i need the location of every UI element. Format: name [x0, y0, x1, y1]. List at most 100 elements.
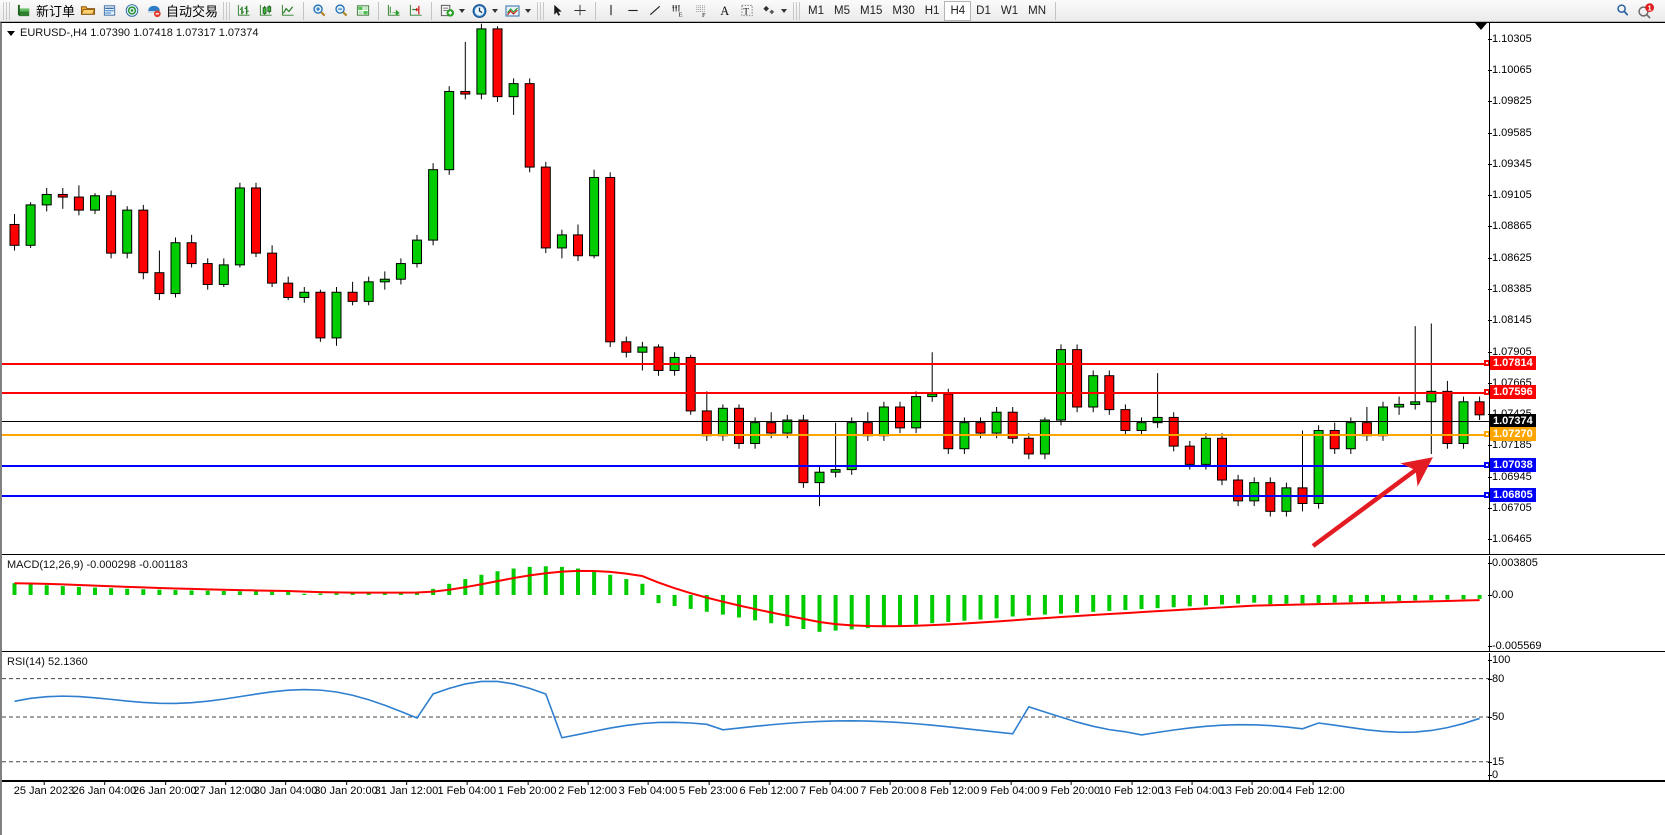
period-icon[interactable]	[469, 1, 490, 21]
folder-icon[interactable]	[78, 1, 98, 21]
hline-icon[interactable]	[623, 1, 643, 21]
level-line-segment	[2, 363, 1489, 366]
toolbar-grip-2[interactable]	[223, 1, 231, 20]
price-badge-support-2[interactable]: 1.06805	[1490, 488, 1536, 503]
timeframe-m1[interactable]: M1	[808, 4, 825, 17]
toolbar-grip[interactable]	[3, 1, 10, 20]
candle	[637, 346, 648, 353]
data-window-icon[interactable]	[100, 1, 120, 21]
zoom-in-icon[interactable]	[309, 1, 329, 21]
toolbar-grip-4[interactable]	[793, 1, 801, 20]
candle	[911, 396, 922, 429]
vline-icon[interactable]	[601, 1, 621, 21]
autoscroll-icon[interactable]	[384, 1, 404, 21]
rsi-series	[2, 678, 1490, 763]
price-badge-resistance-2[interactable]: 1.07596	[1490, 384, 1536, 399]
candle	[750, 422, 761, 445]
rsi-line	[14, 680, 1480, 739]
timeframe-w1[interactable]: W1	[1000, 4, 1019, 17]
macd-label: MACD(12,26,9) -0.000298 -0.001183	[7, 559, 188, 571]
price-badge-current-price[interactable]: 1.07374	[1490, 413, 1536, 428]
new-order-icon[interactable]	[14, 1, 34, 21]
timeframe-mn[interactable]: MN	[1028, 4, 1046, 17]
chart-dropdown-icon[interactable]	[7, 30, 15, 36]
time-tick: 27 Jan 12:00	[193, 781, 257, 797]
candle	[621, 341, 632, 353]
price-pane[interactable]: EURUSD-,H4 1.07390 1.07418 1.07317 1.073…	[2, 23, 1665, 555]
elliott-icon[interactable]: E	[667, 1, 689, 21]
auto-trading-icon[interactable]	[144, 1, 164, 21]
rsi-axis[interactable]: 100 80 50 15 0	[1487, 653, 1665, 781]
candle	[106, 195, 117, 254]
time-axis[interactable]: 25 Jan 2023 26 Jan 04:00 26 Jan 20:00 27 Ja…	[2, 781, 1665, 835]
candle	[73, 196, 84, 211]
timeframe-m15[interactable]: M15	[860, 4, 883, 17]
time-tick: 30 Jan 20:00	[314, 781, 378, 797]
text-icon[interactable]: A	[715, 1, 735, 21]
candle	[766, 422, 777, 434]
candle	[1056, 349, 1066, 421]
bullish-arrow-annotation[interactable]	[2, 23, 1490, 555]
candle	[653, 346, 664, 371]
candle	[9, 223, 20, 246]
candle	[138, 209, 149, 274]
shapes-icon[interactable]	[759, 1, 779, 21]
price-tick: 1.09105	[1488, 189, 1532, 202]
candle	[267, 252, 278, 284]
price-badge-pivot[interactable]: 1.07270	[1490, 427, 1536, 442]
chevron-down-icon-3[interactable]	[525, 8, 532, 13]
trendline-icon[interactable]	[645, 1, 665, 21]
timeframe-m30[interactable]: M30	[892, 4, 915, 17]
candle	[1394, 403, 1405, 408]
price-badge-support-1[interactable]: 1.07038	[1490, 457, 1536, 472]
candle	[1249, 482, 1260, 502]
candle	[573, 234, 583, 257]
time-tick: 1 Feb 04:00	[437, 781, 497, 797]
crosshair-icon[interactable]	[570, 1, 590, 21]
rsi-tick: 100	[1487, 654, 1511, 666]
rsi-pane[interactable]: RSI(14) 52.1360 100 80 50 15 0	[2, 653, 1665, 781]
timeframe-d1[interactable]: D1	[976, 4, 991, 17]
chart-window[interactable]: EURUSD-,H4 1.07390 1.07418 1.07317 1.073…	[0, 22, 1665, 835]
chevron-down-icon[interactable]	[459, 8, 466, 13]
templates-icon[interactable]	[502, 1, 523, 21]
add-indicator-icon[interactable]	[437, 1, 457, 21]
timeframe-h1[interactable]: H1	[924, 4, 940, 17]
candle	[251, 187, 261, 254]
label-icon[interactable]: T	[737, 1, 757, 21]
candle	[234, 187, 245, 266]
signal-icon[interactable]	[122, 1, 142, 21]
autoscroll-marker-icon[interactable]	[1475, 23, 1487, 30]
macd-pane[interactable]: MACD(12,26,9) -0.000298 -0.001183 0.0038…	[2, 556, 1665, 652]
chart-shift-icon[interactable]	[406, 1, 426, 21]
level-line-segment	[2, 420, 1489, 422]
price-tick: 1.06945	[1488, 470, 1532, 483]
candlestick-chart-icon[interactable]	[256, 1, 276, 21]
timeframe-h4[interactable]: H4	[944, 0, 972, 21]
time-tick: 5 Feb 23:00	[679, 781, 738, 797]
chevron-down-icon-4[interactable]	[781, 8, 788, 13]
chevron-down-icon-2[interactable]	[492, 8, 499, 13]
auto-trading-label[interactable]: 自动交易	[166, 4, 219, 19]
search-icon[interactable]	[1613, 1, 1633, 21]
candle	[218, 264, 229, 285]
line-chart-icon[interactable]	[278, 1, 298, 21]
time-tick: 1 Feb 20:00	[497, 781, 557, 797]
time-tick: 9 Feb 04:00	[981, 781, 1040, 797]
zoom-out-icon[interactable]	[331, 1, 351, 21]
cursor-icon[interactable]	[548, 1, 568, 21]
timeframe-m5[interactable]: M5	[834, 4, 850, 17]
price-tick: 1.09345	[1488, 157, 1532, 170]
toolbar-grip-3[interactable]	[537, 1, 545, 20]
alert-icon[interactable]: 1	[1635, 1, 1657, 21]
candle	[444, 90, 455, 171]
candle	[927, 393, 938, 398]
price-badge-resistance-1[interactable]: 1.07814	[1490, 356, 1536, 371]
price-axis[interactable]: 1.10305 1.10065 1.09825 1.09585 1.09345 1.091…	[1488, 23, 1665, 554]
indicators-icon[interactable]	[353, 1, 373, 21]
candle	[1426, 390, 1437, 403]
bar-chart-icon[interactable]	[234, 1, 254, 21]
macd-axis[interactable]: 0.003805 0.00 -0.005569	[1487, 556, 1665, 652]
new-order-label[interactable]: 新订单	[36, 4, 76, 19]
fibo-icon[interactable]: F	[691, 1, 713, 21]
